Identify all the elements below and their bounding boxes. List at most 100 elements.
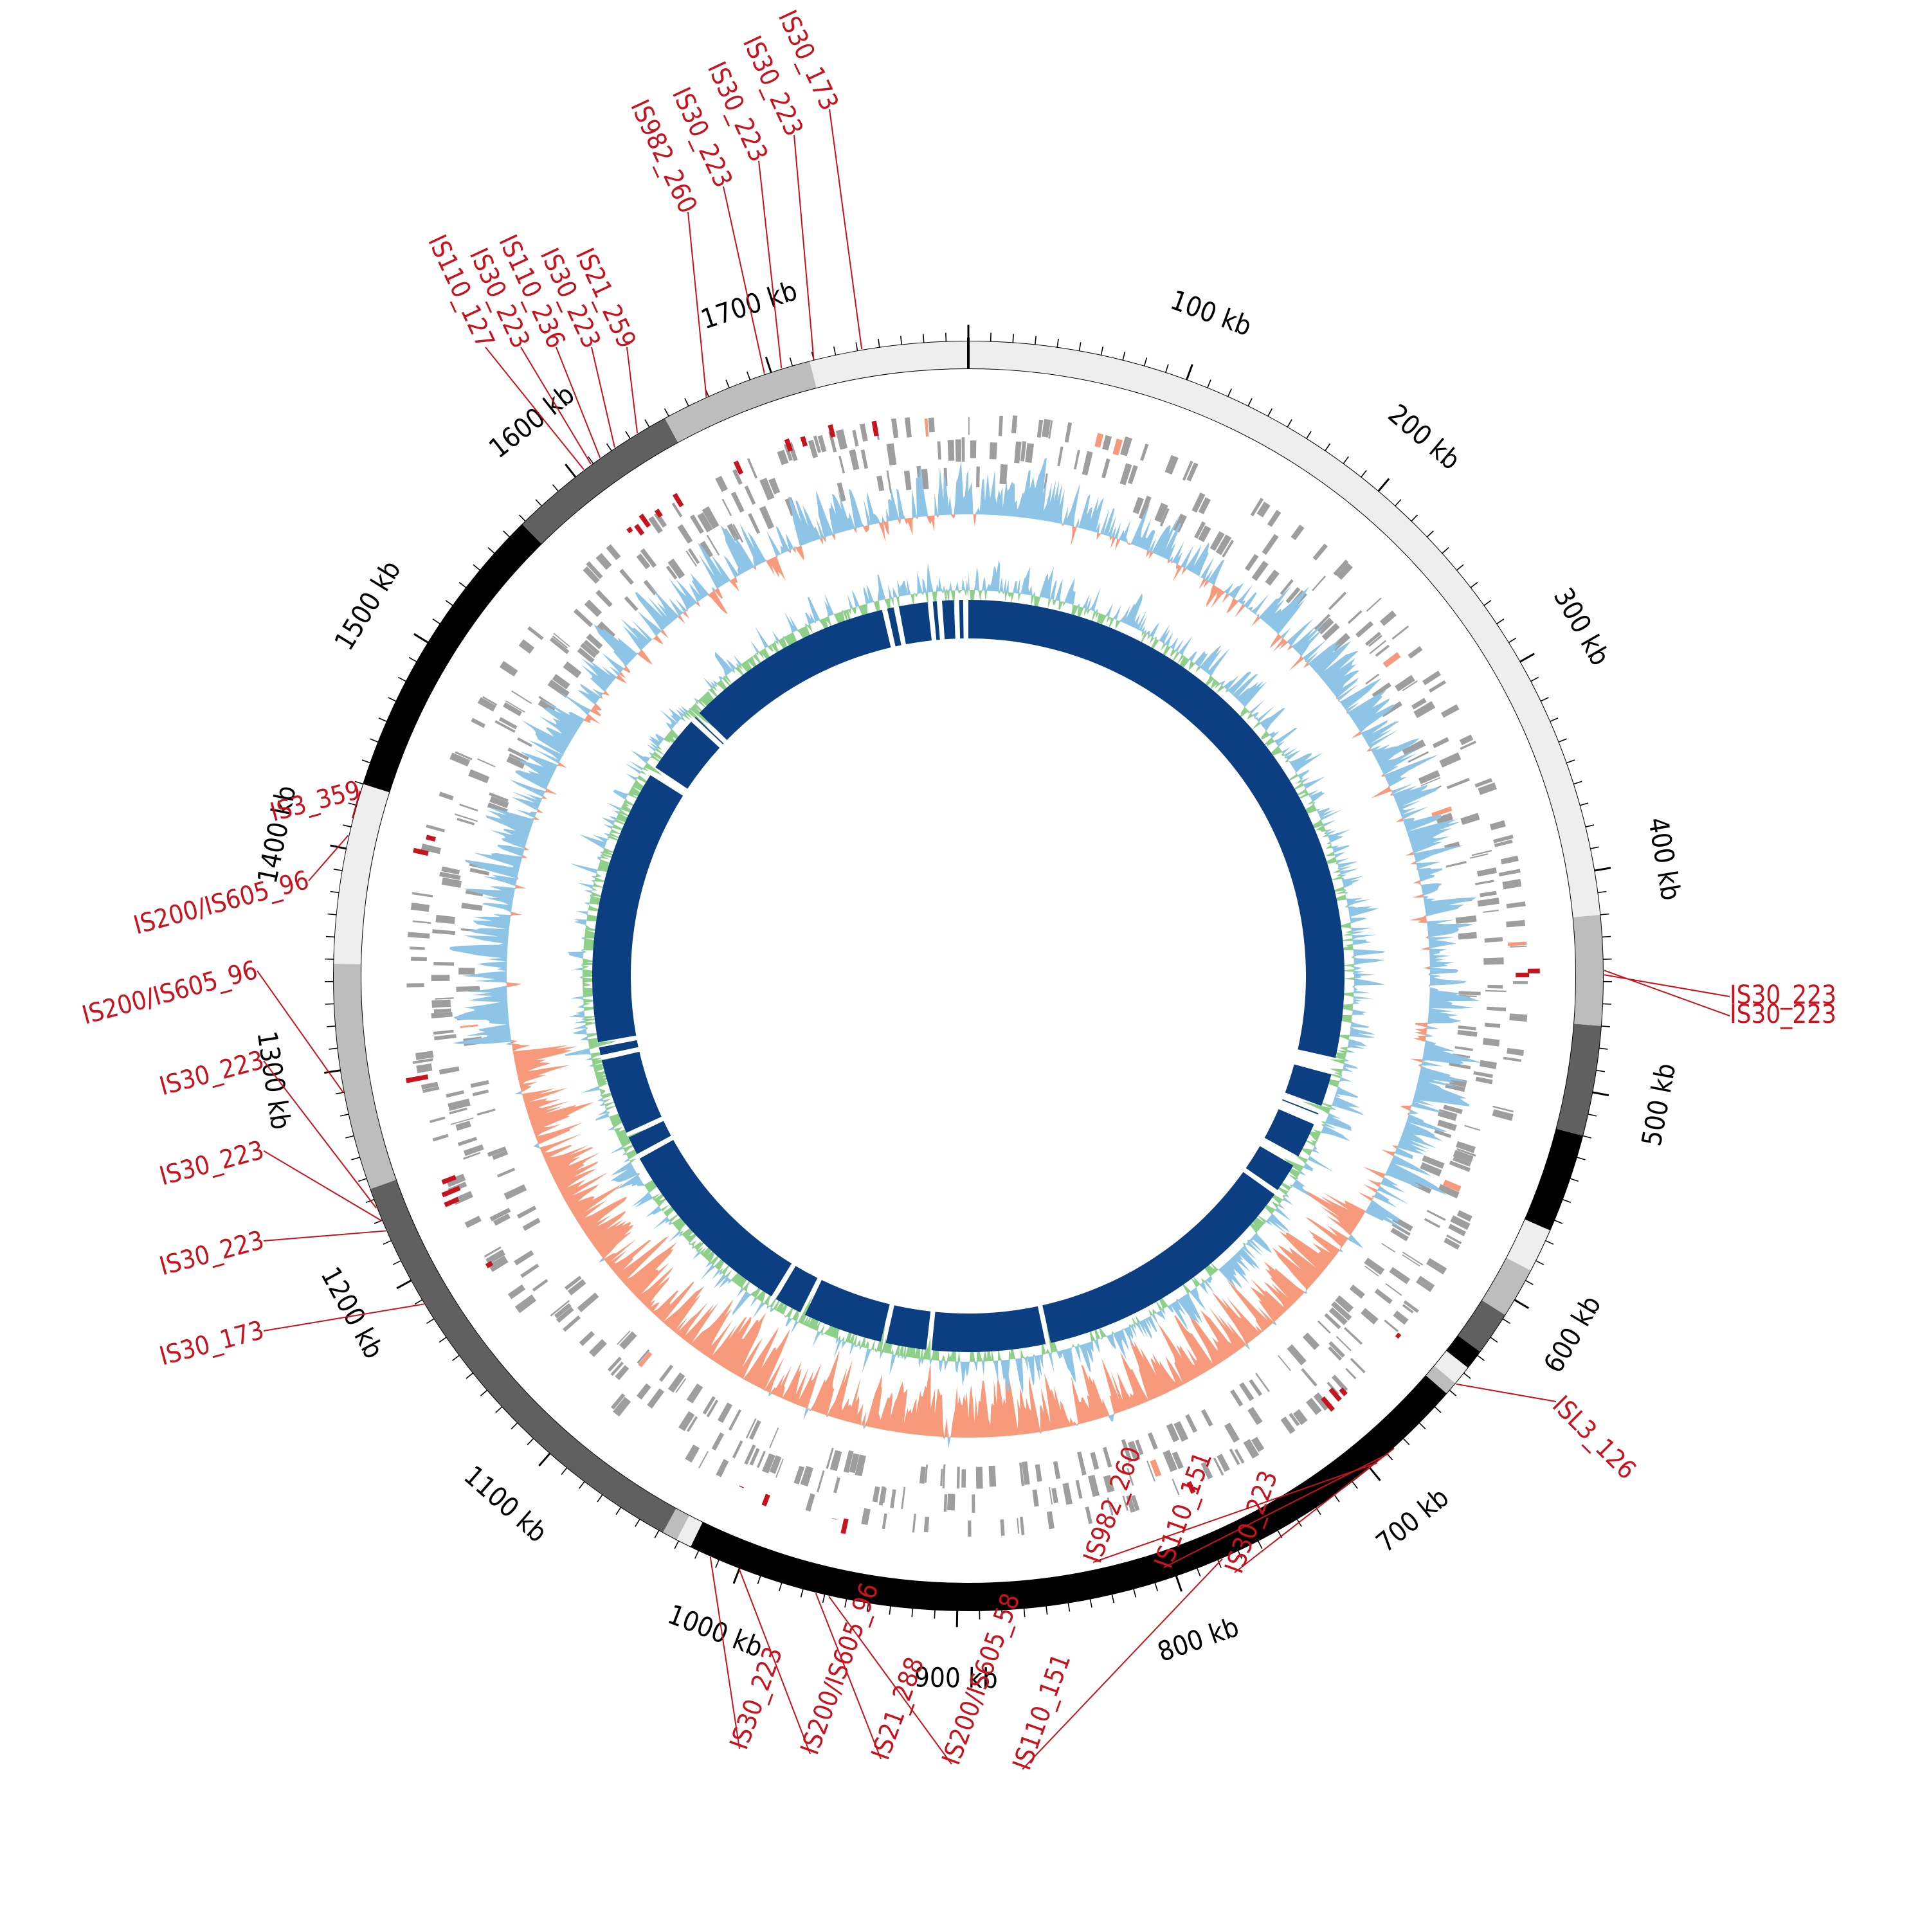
minor-tick <box>1577 1157 1585 1160</box>
is-mark <box>1395 1333 1401 1339</box>
gene-block <box>970 440 977 458</box>
gene-block <box>461 903 482 911</box>
minor-tick <box>340 1114 349 1116</box>
gene-block <box>517 737 532 747</box>
gene-block <box>990 442 997 460</box>
segment-18 <box>665 361 817 442</box>
gene-block <box>1485 990 1507 992</box>
gene-block <box>1201 1409 1213 1427</box>
minor-tick <box>878 339 880 348</box>
minor-tick <box>388 698 397 701</box>
gene-block <box>989 1466 997 1487</box>
gene-block <box>1422 671 1441 685</box>
gene-block <box>563 1315 581 1332</box>
gene-block <box>1102 435 1112 451</box>
minor-tick <box>579 1481 584 1488</box>
gene-block <box>1483 1038 1500 1046</box>
gene-block <box>584 600 602 617</box>
major-tick <box>324 1070 341 1073</box>
minor-tick <box>496 1407 502 1413</box>
minor-tick <box>393 1261 401 1265</box>
minor-tick <box>1525 1280 1533 1285</box>
minor-tick <box>726 380 729 388</box>
is-element-marks <box>406 420 1540 1533</box>
gene-block <box>1361 1308 1379 1324</box>
minor-tick <box>1395 500 1400 506</box>
gene-block <box>477 1108 496 1115</box>
gene-block <box>1416 1276 1435 1292</box>
similarity-block <box>933 601 940 640</box>
gene-block <box>1366 597 1382 611</box>
gene-block <box>1499 869 1521 876</box>
minor-tick <box>488 548 494 554</box>
minor-tick <box>1090 1599 1092 1608</box>
gene-block <box>1090 1452 1099 1470</box>
minor-tick <box>1307 431 1311 439</box>
gene-block <box>1456 916 1477 924</box>
is-element-label: IS30_223 <box>1730 1000 1836 1029</box>
gene-block <box>1426 1258 1447 1275</box>
gene-block <box>1053 1461 1060 1479</box>
minor-tick <box>1325 444 1330 451</box>
gene-block <box>1025 443 1034 463</box>
gene-block <box>1313 543 1328 560</box>
minor-tick <box>1541 698 1549 701</box>
minor-tick <box>1101 347 1103 356</box>
minor-tick <box>1508 638 1516 642</box>
minor-tick <box>856 342 857 351</box>
gene-block <box>924 1517 930 1532</box>
is-element-label: IS110_151 <box>1008 1650 1077 1774</box>
tick-label: 1300 kb <box>251 1029 296 1132</box>
segment-1 <box>1573 915 1603 1026</box>
gene-block <box>1457 1030 1477 1037</box>
minor-tick <box>1463 1373 1471 1378</box>
minor-tick <box>695 1551 699 1559</box>
minor-tick <box>1403 1438 1409 1445</box>
gene-block <box>465 1216 482 1228</box>
gene-block <box>1047 1511 1055 1529</box>
minor-tick <box>665 408 669 416</box>
gene-block <box>1035 1464 1042 1482</box>
is-element-label: ISL3_126 <box>1546 1390 1642 1485</box>
gene-block <box>1303 1333 1319 1350</box>
segment-14 <box>334 964 396 1189</box>
is-mark <box>626 527 633 533</box>
segment-ring-inner-border <box>361 368 1576 1584</box>
gene-block <box>1103 1447 1112 1467</box>
similarity-block <box>1285 1065 1332 1106</box>
gene-block <box>406 983 424 987</box>
gene-block <box>511 691 532 704</box>
gene-block <box>431 975 450 981</box>
gene-block <box>504 1184 527 1200</box>
gene-block <box>1485 937 1503 943</box>
minor-tick <box>1166 365 1168 373</box>
is-mark <box>828 424 835 438</box>
gc-content-negative <box>507 514 1430 1438</box>
minor-tick <box>801 1589 804 1598</box>
is-mark <box>1516 973 1529 977</box>
similarity-block <box>942 600 955 639</box>
gene-block <box>413 1058 433 1064</box>
gene-block <box>901 1487 905 1510</box>
gene-block <box>435 997 454 999</box>
similarity-ring <box>592 600 1345 1352</box>
is-element-label: IS21_288 <box>866 1654 930 1764</box>
is-mark <box>444 1197 459 1207</box>
minor-tick <box>655 1530 659 1538</box>
minor-tick <box>1427 531 1433 537</box>
minor-tick <box>1601 1026 1610 1027</box>
gene-block <box>1464 1125 1480 1131</box>
major-tick <box>1594 868 1611 871</box>
gene-block <box>1355 621 1373 638</box>
gene-block <box>1433 737 1449 748</box>
major-tick <box>565 464 575 477</box>
gene-block <box>1318 1321 1331 1333</box>
minor-tick <box>1566 760 1575 763</box>
gene-block <box>873 1486 880 1503</box>
minor-tick <box>757 1576 761 1584</box>
gene-block <box>439 1067 460 1075</box>
gene-block <box>433 1134 449 1142</box>
is-leader-line <box>627 347 637 433</box>
major-tick <box>1176 1576 1182 1592</box>
gene-block <box>968 417 970 435</box>
